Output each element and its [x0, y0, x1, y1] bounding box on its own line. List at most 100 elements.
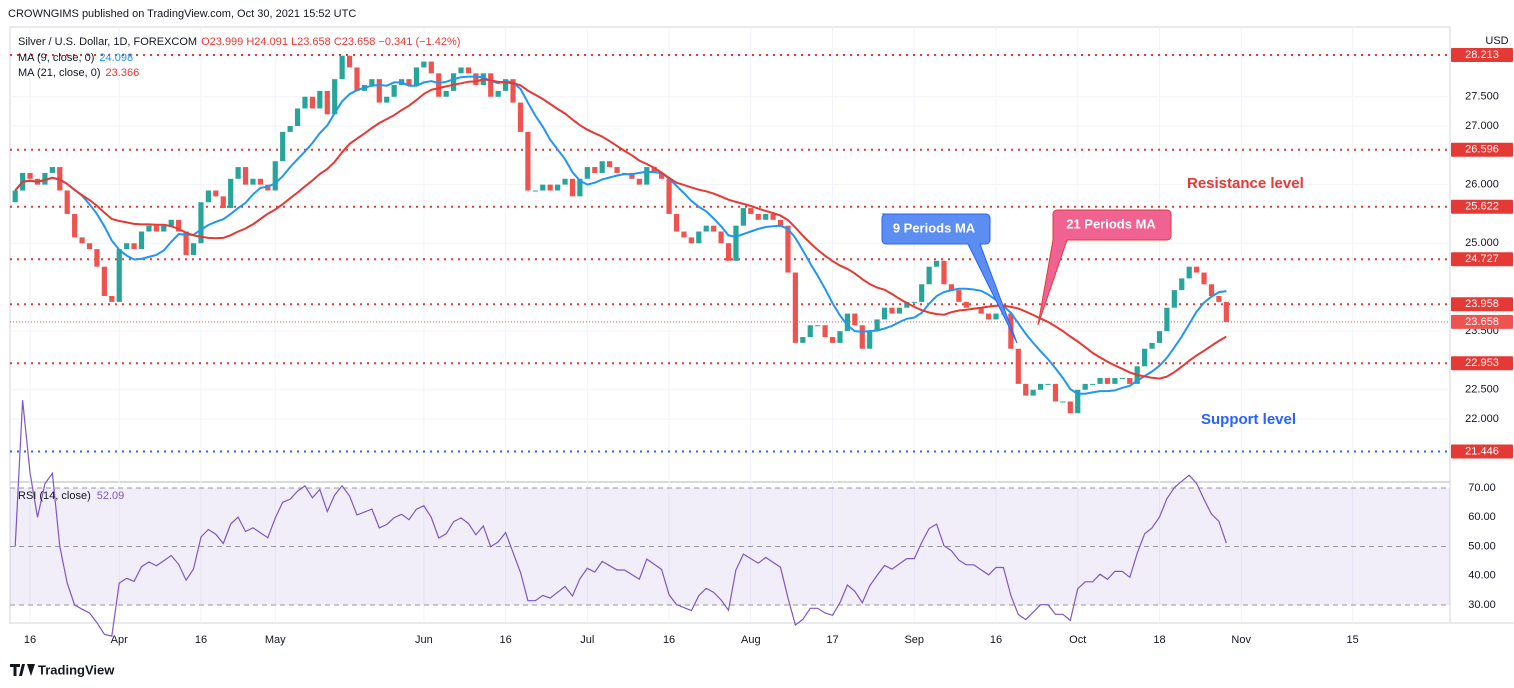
candle	[1164, 307, 1170, 332]
candle	[993, 313, 999, 320]
candle	[852, 313, 858, 326]
candle	[770, 213, 776, 220]
candle	[577, 178, 583, 197]
candle	[369, 79, 375, 86]
candle	[443, 90, 449, 97]
rsi-tick-label: 60.00	[1468, 511, 1496, 523]
candle	[517, 102, 524, 132]
indicator-value: 24.098	[99, 52, 133, 64]
candle	[1052, 383, 1059, 402]
x-tick-label: 17	[826, 634, 838, 646]
candle	[406, 79, 412, 86]
candle	[294, 108, 301, 127]
candle	[763, 213, 769, 220]
candle	[777, 219, 784, 226]
candle	[629, 172, 635, 179]
candle	[228, 178, 234, 209]
candle	[607, 161, 613, 168]
x-tick-label: 16	[195, 634, 207, 646]
candle	[473, 73, 479, 86]
candle	[124, 243, 130, 250]
candle	[436, 73, 442, 97]
candle	[733, 225, 739, 261]
candle	[450, 73, 457, 91]
candle	[1030, 389, 1036, 396]
rsi-value: 52.09	[97, 490, 125, 502]
candle	[488, 73, 494, 97]
x-tick-label: Nov	[1231, 634, 1251, 646]
candle	[592, 167, 598, 173]
candle	[584, 167, 590, 179]
y-tick-label: 22.000	[1465, 413, 1499, 425]
candle	[339, 55, 345, 80]
candle	[138, 231, 145, 250]
candle	[1119, 378, 1125, 380]
candle	[391, 85, 397, 97]
ma-line	[14, 75, 1227, 395]
candle	[881, 307, 888, 320]
currency: USD	[1485, 35, 1508, 47]
candle	[131, 243, 137, 250]
callout-box	[881, 213, 1018, 344]
footer-text: TradingView	[38, 662, 115, 677]
candle	[1097, 378, 1103, 384]
level-badge-label: 28.213	[1465, 49, 1499, 61]
y-tick-label: 22.500	[1465, 384, 1499, 396]
level-badge	[1451, 444, 1513, 459]
candle	[1149, 342, 1155, 349]
callout-label: 9 Periods MA	[893, 220, 976, 235]
x-tick-label: 15	[1347, 634, 1359, 646]
candle	[421, 61, 427, 68]
candle	[280, 131, 286, 162]
candle	[183, 231, 189, 255]
candle	[844, 313, 850, 332]
candle	[740, 208, 746, 226]
candle	[205, 190, 211, 203]
candle	[346, 55, 353, 68]
candle	[540, 184, 546, 191]
candle	[309, 96, 316, 109]
indicator-value: 23.366	[106, 67, 140, 79]
callout-label: 21 Periods MA	[1066, 216, 1156, 231]
candle	[354, 67, 360, 91]
candle	[1186, 266, 1192, 279]
candle	[168, 219, 174, 226]
candle	[1127, 378, 1133, 384]
candle	[272, 161, 278, 191]
level-badge-label: 21.446	[1465, 445, 1499, 457]
candle	[94, 249, 100, 267]
candle	[213, 190, 219, 197]
candle	[1208, 284, 1215, 296]
candle	[198, 202, 204, 244]
candle	[644, 167, 650, 185]
candle	[1104, 378, 1111, 384]
x-tick-label: 18	[1153, 634, 1165, 646]
candle	[1216, 295, 1222, 302]
y-tick-label: 27.000	[1465, 120, 1499, 132]
candle	[822, 325, 828, 338]
indicator-name: MA (21, close, 0)	[18, 67, 101, 79]
candle	[287, 126, 293, 132]
candle	[941, 260, 947, 285]
candle	[79, 237, 85, 244]
x-tick-label: Aug	[741, 634, 761, 646]
candle	[384, 96, 390, 103]
candle	[926, 266, 932, 285]
x-tick-label: Apr	[111, 634, 128, 646]
x-tick-label: Oct	[1069, 634, 1086, 646]
candle	[948, 284, 955, 291]
candle	[599, 161, 605, 173]
candle	[42, 172, 48, 185]
candle	[956, 290, 962, 302]
candle	[532, 190, 538, 192]
candle	[495, 90, 501, 97]
candle	[673, 213, 680, 232]
candle	[176, 219, 182, 232]
candle	[302, 96, 308, 109]
candle	[681, 231, 687, 238]
candle	[859, 325, 865, 349]
candle	[547, 184, 553, 191]
